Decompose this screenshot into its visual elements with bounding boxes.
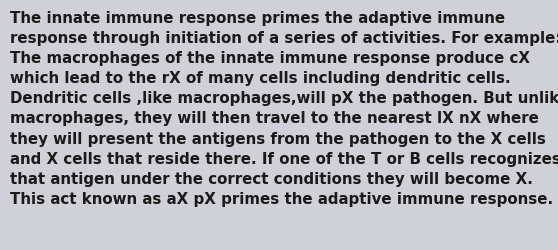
- Text: The innate immune response primes the adaptive immune
response through initiatio: The innate immune response primes the ad…: [10, 11, 558, 206]
